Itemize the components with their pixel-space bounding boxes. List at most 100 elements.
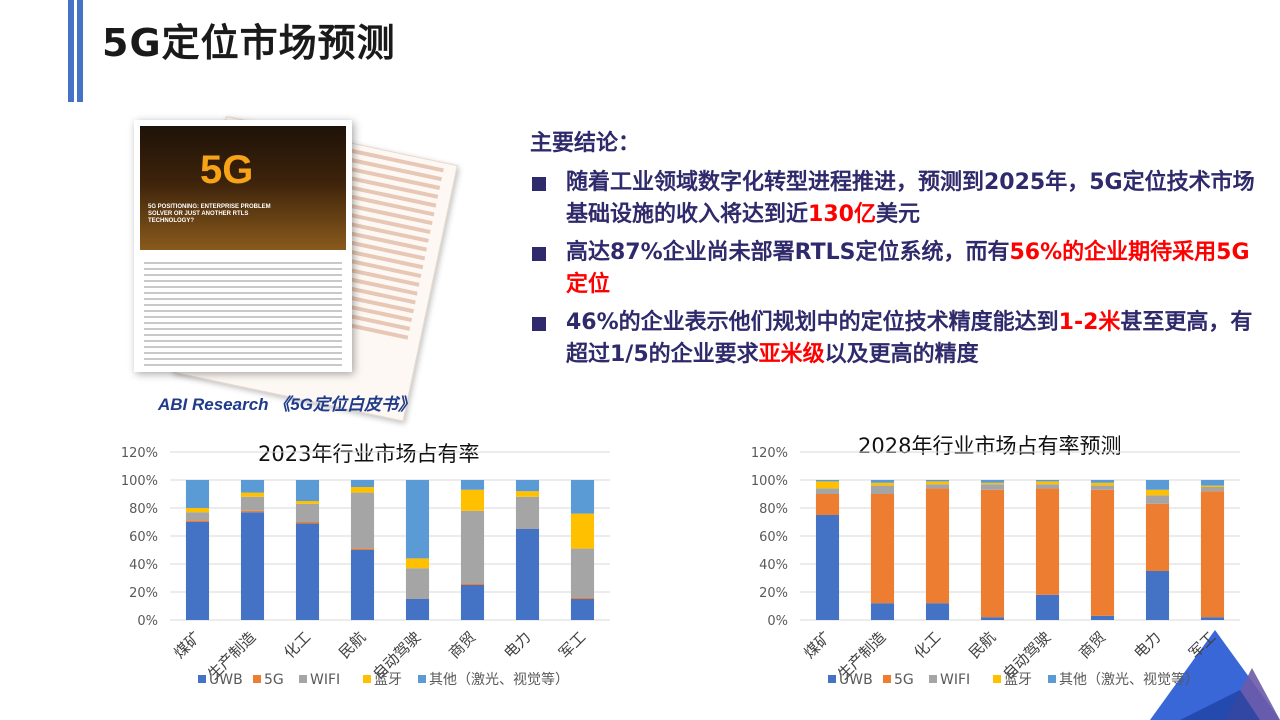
bar-segment <box>870 485 895 494</box>
bar-segment <box>405 558 430 569</box>
summary-bullet: 46%的企业表示他们规划中的定位技术精度能达到1-2米甚至更高，有超过1/5的企… <box>530 307 1270 371</box>
legend-swatch <box>1048 675 1056 683</box>
report-cover: 5G 5G POSITIONING: ENTERPRISE PROBLEM SO… <box>140 126 346 250</box>
bar-segment <box>980 617 1005 620</box>
bar-segment <box>515 491 540 497</box>
bullet-text: 46%的企业表示他们规划中的定位技术精度能达到 <box>566 310 1059 335</box>
bar-segment <box>1090 489 1115 616</box>
chart-title-2028: 2028年行业市场占有率预测 <box>858 434 1122 458</box>
bar-segment <box>1090 480 1115 483</box>
bar-segment <box>405 568 430 599</box>
x-tick-label: 军工 <box>1185 628 1219 662</box>
bar-segment <box>1200 491 1225 618</box>
bar-segment <box>815 494 840 515</box>
legend-swatch <box>363 675 371 683</box>
bar-segment <box>1145 503 1170 571</box>
bar-segment <box>570 548 595 598</box>
legend-label: 5G <box>894 672 914 688</box>
legend-label: WIFI <box>310 672 340 688</box>
legend-label: 其他（激光、视觉等） <box>429 671 569 688</box>
legend-swatch <box>299 675 307 683</box>
bar-segment <box>1035 484 1060 489</box>
bullet-highlight: 1-2米 <box>1058 310 1121 335</box>
summary-bullet: 随着工业领域数字化转型进程推进，预测到2025年，5G定位技术市场基础设施的收入… <box>530 167 1270 231</box>
bar-segment <box>1200 480 1225 486</box>
x-tick-label: 化工 <box>910 628 944 662</box>
bullet-text: 以及更高的精度 <box>824 342 979 367</box>
report-cover-subtitle: 5G POSITIONING: ENTERPRISE PROBLEM SOLVE… <box>148 204 271 224</box>
bullet-highlight: 56%的企业期待采用5G定位 <box>566 240 1250 297</box>
y-tick-label: 40% <box>759 558 788 573</box>
bar-segment <box>925 484 950 489</box>
x-tick-label: 商贸 <box>1075 628 1109 662</box>
y-tick-label: 20% <box>129 586 158 601</box>
legend-label: 蓝牙 <box>374 672 402 688</box>
legend-label: 蓝牙 <box>1004 672 1032 688</box>
bar-segment <box>460 583 485 585</box>
summary-block: 主要结论： 随着工业领域数字化转型进程推进，预测到2025年，5G定位技术市场基… <box>530 125 1270 377</box>
y-tick-label: 0% <box>767 614 788 629</box>
bar-segment <box>925 603 950 620</box>
bar-segment <box>515 480 540 492</box>
bar-segment <box>570 480 595 514</box>
bar-segment <box>295 523 320 620</box>
bullet-highlight: 亚米级 <box>758 342 825 367</box>
y-tick-label: 0% <box>137 614 158 629</box>
report-caption: ABI Research 《5G定位白皮书》 <box>158 395 415 414</box>
bar-segment <box>295 503 320 522</box>
bar-segment <box>185 508 210 513</box>
report-cover-title: 5G <box>200 148 254 192</box>
bar-segment <box>980 482 1005 485</box>
y-tick-label: 40% <box>129 558 158 573</box>
legend-swatch <box>418 675 426 683</box>
bar-segment <box>815 480 840 482</box>
legend-label: UWB <box>839 672 873 688</box>
bar-segment <box>350 492 375 549</box>
bar-segment <box>1090 485 1115 490</box>
legend-swatch <box>929 675 937 683</box>
bar-segment <box>1090 615 1115 620</box>
bar-segment <box>870 603 895 620</box>
bar-segment <box>295 522 320 524</box>
bar-segment <box>870 494 895 604</box>
chart-title-2023: 2023年行业市场占有率 <box>258 442 480 466</box>
y-tick-label: 100% <box>121 474 158 489</box>
bullet-highlight: 130亿 <box>808 202 876 227</box>
y-tick-label: 60% <box>759 530 788 545</box>
x-tick-label: 民航 <box>965 628 999 662</box>
bar-segment <box>460 585 485 620</box>
legend-swatch <box>198 675 206 683</box>
y-tick-label: 120% <box>121 446 158 461</box>
bullet-square-icon <box>532 247 546 261</box>
bar-segment <box>815 481 840 489</box>
legend-label: WIFI <box>940 672 970 688</box>
y-tick-label: 60% <box>129 530 158 545</box>
bullet-text: 随着工业领域数字化转型进程推进，预测到2025年，5G定位技术市场基础设施的收入… <box>566 170 1255 227</box>
bullet-text: 高达87%企业尚未部署RTLS定位系统，而有 <box>566 240 1010 265</box>
bar-segment <box>460 480 485 490</box>
bar-segment <box>980 489 1005 618</box>
bar-segment <box>1145 571 1170 620</box>
chart-2028: 0%20%40%60%80%100%120%煤矿 生产制造 化工 民航 自动驾驶 商贸 电力… <box>751 446 1240 688</box>
bar-segment <box>1090 482 1115 486</box>
bar-segment <box>460 489 485 511</box>
bar-segment <box>1145 489 1170 496</box>
legend-swatch <box>253 675 261 683</box>
bullet-square-icon <box>532 177 546 191</box>
bullet-text: 甚至更高，有超过1/5的企业要求 <box>566 310 1253 367</box>
bar-segment <box>1200 485 1225 487</box>
x-tick-label: 煤矿 <box>800 628 834 662</box>
bar-segment <box>185 522 210 620</box>
bar-segment <box>240 512 265 620</box>
bar-segment <box>1145 495 1170 504</box>
bar-segment <box>1035 488 1060 595</box>
bar-segment <box>515 496 540 529</box>
summary-heading: 主要结论： <box>530 131 641 156</box>
summary-bullet: 高达87%企业尚未部署RTLS定位系统，而有56%的企业期待采用5G定位 <box>530 237 1270 301</box>
bullet-square-icon <box>532 317 546 331</box>
bar-segment <box>570 597 595 599</box>
bar-segment <box>815 515 840 620</box>
x-tick-label: 电力 <box>1130 628 1164 662</box>
legend-swatch <box>883 675 891 683</box>
x-tick-label: 军工 <box>555 628 589 662</box>
